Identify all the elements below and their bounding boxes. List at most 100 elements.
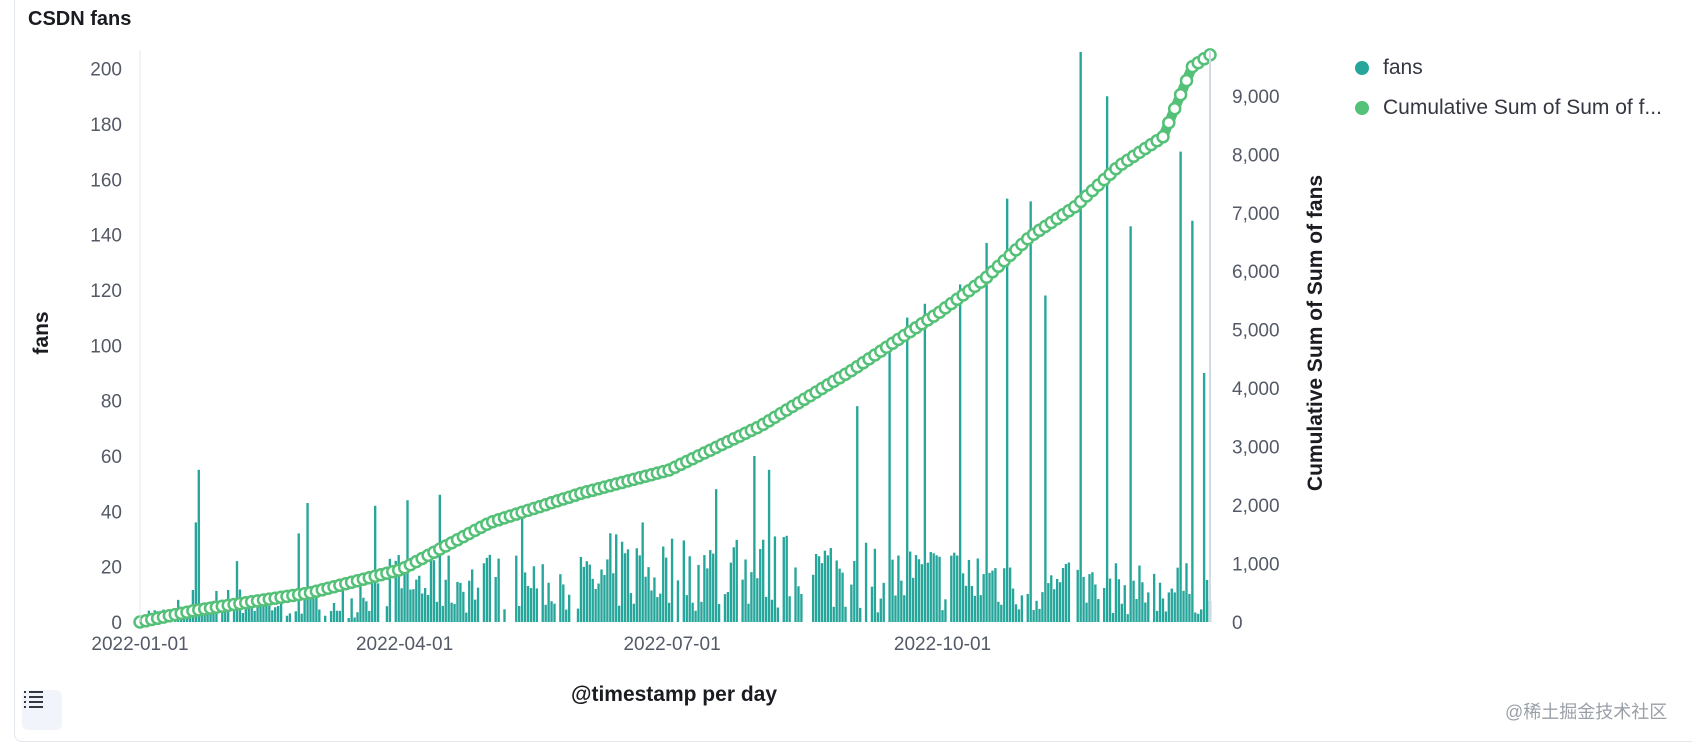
right-tick-label: 9,000	[1232, 87, 1280, 108]
fans-bar	[576, 608, 580, 622]
fans-bar	[741, 579, 744, 622]
fans-bar	[900, 580, 903, 622]
fans-bar	[297, 533, 300, 622]
fans-bar	[259, 598, 262, 622]
fans-bar	[1182, 590, 1185, 622]
fans-bar	[315, 589, 318, 622]
left-tick-label: 160	[90, 170, 122, 191]
fans-bar	[468, 580, 471, 622]
fans-bar	[709, 550, 712, 622]
fans-bar	[609, 533, 612, 622]
fans-bar	[206, 608, 209, 622]
fans-bar	[432, 560, 436, 622]
fans-bar	[717, 604, 721, 622]
fans-bar	[1155, 610, 1159, 622]
legend-label-fans: fans	[1383, 56, 1423, 79]
fans-bar	[503, 609, 506, 622]
right-tick-label: 0	[1232, 613, 1243, 634]
right-tick-label: 8,000	[1232, 145, 1280, 166]
fans-bar	[585, 561, 588, 622]
fans-bar	[515, 555, 518, 622]
legend: fans Cumulative Sum of Sum of f...	[1355, 48, 1662, 128]
fans-bar	[482, 563, 486, 622]
fans-bar	[423, 588, 427, 622]
fans-bar	[776, 607, 780, 622]
fans-bar	[268, 605, 271, 622]
legend-item-cumulative[interactable]: Cumulative Sum of Sum of f...	[1355, 88, 1662, 128]
fans-bar	[400, 588, 403, 622]
fans-bar	[274, 607, 277, 622]
fans-bar	[615, 534, 618, 622]
fans-bar	[1032, 610, 1035, 622]
fans-bar	[1082, 576, 1085, 622]
fans-bar	[811, 574, 815, 622]
fans-bar	[473, 599, 477, 622]
legend-dot-cumulative	[1355, 101, 1369, 115]
fans-bar	[347, 618, 350, 622]
x-tick-label: 2022-10-01	[894, 634, 991, 655]
fans-bar	[1035, 600, 1038, 622]
fans-bar	[929, 551, 932, 622]
fans-bar	[891, 559, 894, 622]
fans-bar	[1191, 220, 1194, 623]
fans-bar	[450, 602, 453, 622]
fans-bar	[1017, 609, 1021, 622]
fans-bar	[518, 605, 521, 622]
fans-bar	[485, 557, 489, 622]
fans-bar	[520, 508, 524, 622]
fans-bar	[594, 589, 597, 622]
fans-bar	[1105, 96, 1109, 622]
fans-bar	[459, 582, 462, 622]
fans-bar	[950, 555, 953, 622]
fans-bar	[797, 586, 800, 622]
fans-bar	[870, 586, 874, 622]
right-tick-label: 7,000	[1232, 204, 1280, 225]
fans-bar	[920, 564, 924, 622]
fans-bar	[944, 599, 947, 622]
left-axis: 0 20 40 60 80 100 120 140 160 180 200	[90, 60, 122, 634]
fans-bar	[941, 610, 944, 622]
fans-bar	[1067, 562, 1071, 622]
fans-bar	[747, 603, 750, 622]
legend-item-fans[interactable]: fans	[1355, 48, 1662, 88]
fans-bar	[1064, 563, 1068, 622]
fans-bar	[629, 593, 633, 622]
fans-bar	[1117, 579, 1121, 622]
fans-bar	[694, 610, 697, 622]
fans-bar	[676, 580, 680, 622]
fans-bar	[253, 610, 256, 622]
fans-bar	[914, 555, 918, 622]
fans-bar	[362, 597, 365, 622]
fans-bar	[303, 599, 306, 622]
fans-bar	[767, 469, 771, 622]
fans-bar	[1094, 584, 1097, 622]
panel-title: CSDN fans	[28, 8, 132, 30]
right-tick-label: 6,000	[1232, 262, 1280, 283]
fans-bar	[653, 577, 656, 622]
fans-bar	[1194, 612, 1197, 622]
fans-bar	[973, 595, 977, 622]
fans-bar	[1164, 611, 1168, 622]
fans-bar	[638, 555, 641, 622]
fans-bar	[682, 540, 685, 622]
x-tick-label: 2022-07-01	[623, 634, 720, 655]
fans-bar	[553, 603, 556, 622]
data-table-button[interactable]	[22, 690, 62, 730]
fans-bar	[706, 568, 709, 622]
fans-bar	[591, 578, 594, 622]
fans-bar	[1114, 563, 1118, 622]
fans-bar	[597, 583, 600, 622]
fans-bar	[1088, 574, 1091, 622]
fans-bar	[970, 585, 974, 622]
fans-bar	[603, 575, 606, 622]
fans-bar	[294, 611, 297, 622]
cumulative-line-path	[137, 50, 1213, 627]
fans-bar	[418, 575, 421, 622]
fans-bar	[703, 555, 706, 622]
fans-bar	[967, 559, 971, 622]
fans-bar	[1076, 569, 1079, 622]
fans-bar	[262, 602, 265, 622]
fans-bar	[265, 596, 268, 622]
right-axis: 0 1,000 2,000 3,000 4,000 5,000 6,000 7,000 8,00…	[1232, 87, 1280, 634]
